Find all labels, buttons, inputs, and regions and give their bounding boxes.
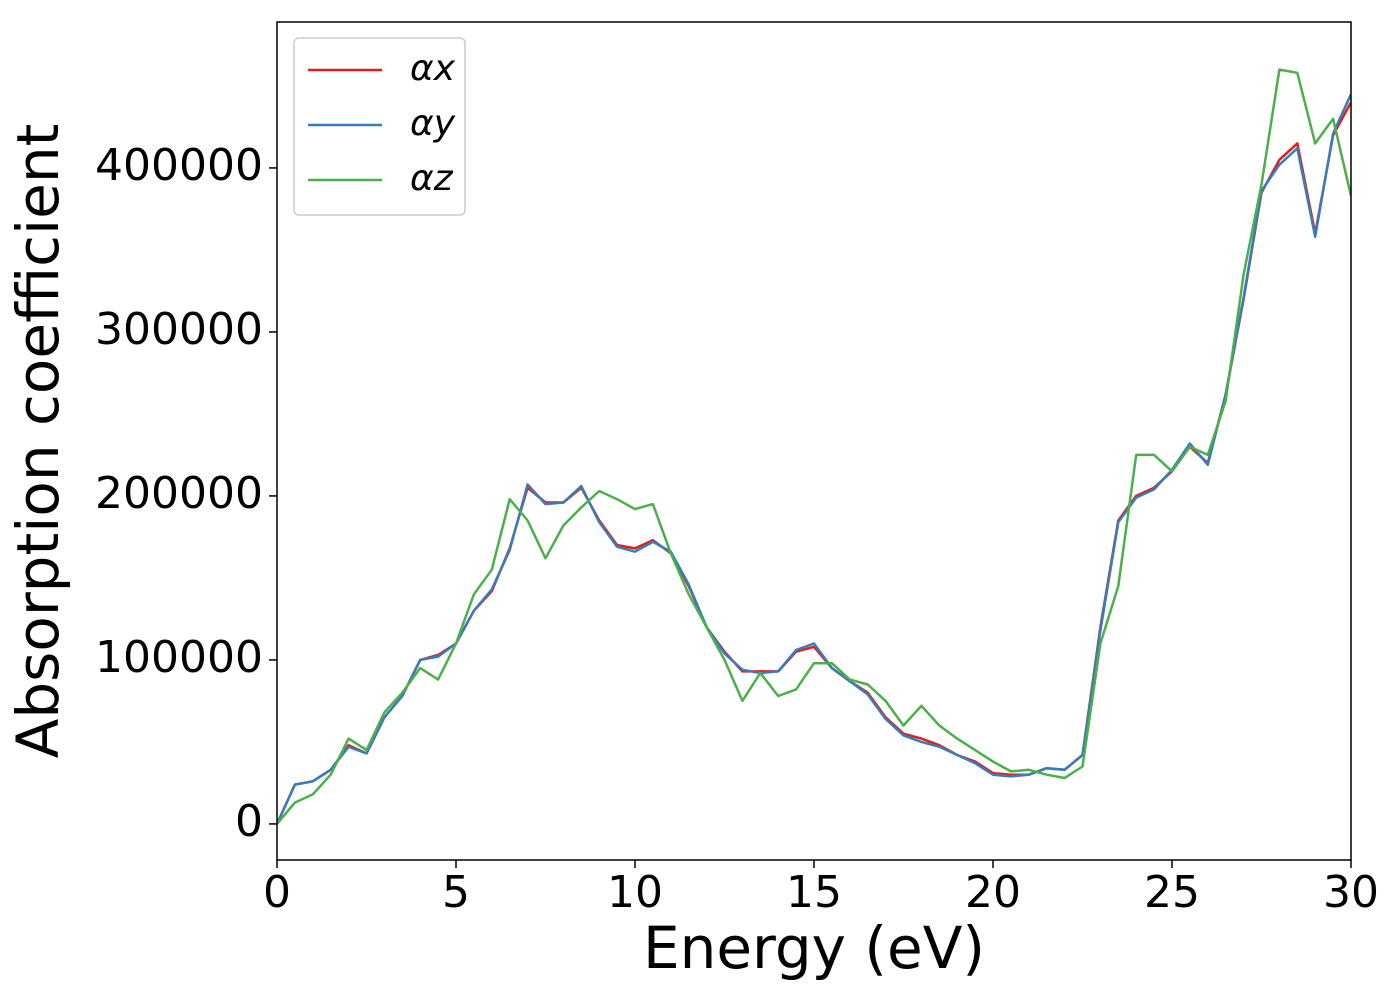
y-tick-label: 300000: [95, 304, 263, 355]
legend-label: αz: [410, 158, 454, 199]
legend-label: αx: [410, 48, 456, 89]
legend-label: αy: [410, 103, 456, 144]
series-line: [277, 68, 1351, 825]
x-tick-label: 10: [607, 867, 663, 918]
y-tick-label: 400000: [95, 140, 263, 191]
x-tick-label: 25: [1144, 867, 1200, 918]
legend-box: [293, 37, 466, 216]
x-tick-label: 15: [786, 867, 842, 918]
x-tick-label: 0: [263, 867, 291, 918]
y-tick-label: 100000: [95, 632, 263, 683]
x-axis-label: Energy (eV): [643, 914, 985, 982]
y-tick-label: 200000: [95, 468, 263, 519]
y-axis-label: Absorption coefficient: [4, 124, 72, 759]
x-tick-label: 30: [1323, 867, 1379, 918]
plot-frame: [276, 21, 1352, 861]
x-tick-label: 20: [965, 867, 1021, 918]
y-tick-label: 0: [235, 796, 263, 847]
x-tick-label: 5: [442, 867, 470, 918]
